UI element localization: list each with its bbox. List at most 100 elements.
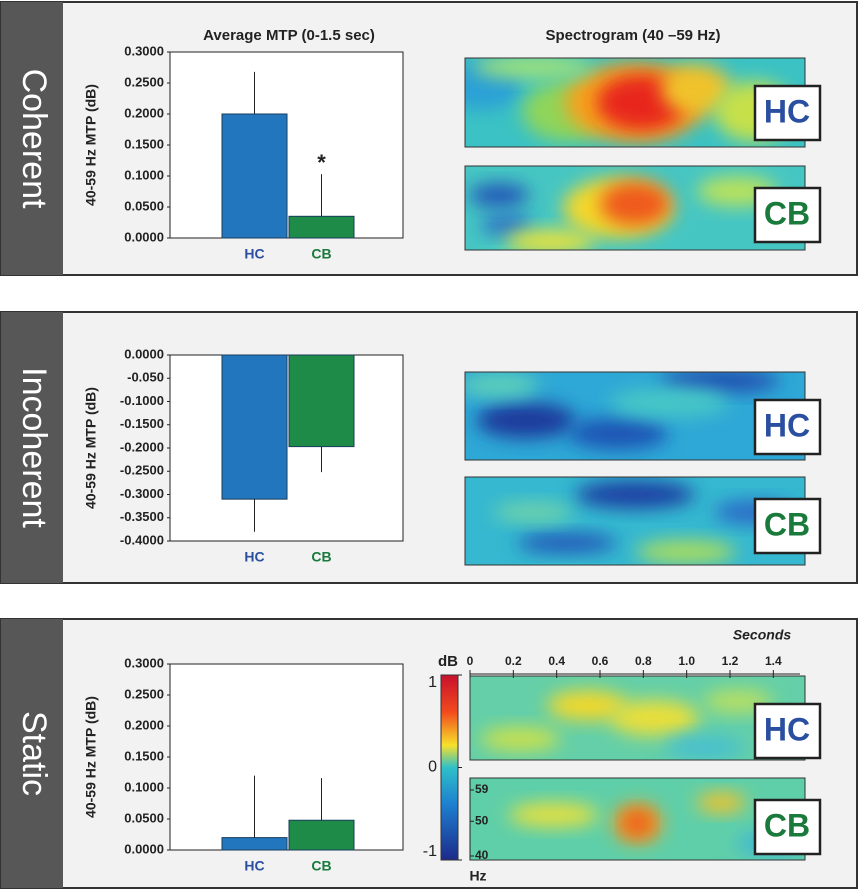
y-tick-label: -0.4000 xyxy=(120,532,164,547)
badge xyxy=(753,84,822,142)
spectrogram xyxy=(469,176,777,250)
badge xyxy=(753,702,822,760)
y-tick-label: -0.3000 xyxy=(120,486,164,501)
x-axis-label: Seconds xyxy=(733,627,792,643)
y-tick-label: -0.3500 xyxy=(120,509,164,524)
y-tick-label: 0.1500 xyxy=(124,748,164,763)
x-tick-label: HC xyxy=(244,246,264,262)
x-tick-label: 0.8 xyxy=(635,654,652,668)
panel-strip xyxy=(1,619,63,888)
x-tick-label: 1.4 xyxy=(765,654,782,668)
y-tick-label: 0.2000 xyxy=(124,105,164,120)
spectrogram-blob xyxy=(480,727,561,751)
panel-strip xyxy=(1,2,63,275)
bar xyxy=(221,354,288,500)
y-tick-label: 0.0500 xyxy=(124,198,164,213)
spectrogram-blob xyxy=(517,533,617,553)
colorbar-tick-label: 1 xyxy=(428,674,437,691)
spectrogram-blob xyxy=(636,539,736,564)
plot-area xyxy=(169,663,404,851)
x-tick-label: 0 xyxy=(467,654,474,668)
chart-title: Average MTP (0-1.5 sec) xyxy=(203,27,375,44)
y-tick-label: 0.1500 xyxy=(124,136,164,151)
badge-label: CB xyxy=(764,807,810,843)
bar xyxy=(288,819,355,851)
spectrogram-blob xyxy=(508,802,599,827)
x-tick-label: 0.6 xyxy=(592,654,609,668)
y-axis-label: 40-59 Hz MTP (dB) xyxy=(83,387,99,509)
y-tick-label: -0.1500 xyxy=(120,416,164,431)
spectrogram-blob xyxy=(660,372,780,393)
badge xyxy=(753,398,822,456)
y-tick-label: 0.2000 xyxy=(124,717,164,732)
badge-label: HC xyxy=(764,711,810,747)
badge-label: HC xyxy=(764,407,810,443)
bar xyxy=(288,354,355,448)
bar xyxy=(221,837,288,851)
y-tick-label: -0.2500 xyxy=(120,463,164,478)
badge xyxy=(753,798,822,856)
colorbar-tick-label: -1 xyxy=(423,843,437,860)
x-tick-label: 1.2 xyxy=(722,654,739,668)
colorbar-tick-label: 0 xyxy=(428,759,437,776)
spectrogram-blob xyxy=(547,690,628,721)
spectrogram-blob xyxy=(575,480,695,509)
spectrogram-blob xyxy=(696,792,747,813)
spectrogram-blob xyxy=(493,502,573,523)
hz-tick-label: 50 xyxy=(475,813,489,827)
spectrogram-blob xyxy=(473,58,593,79)
badge xyxy=(753,497,822,555)
badge xyxy=(753,186,822,244)
panel-label: Coherent xyxy=(15,69,53,209)
hz-label: Hz xyxy=(469,868,486,884)
y-tick-label: 0.0000 xyxy=(124,346,164,361)
y-tick-label: 0.3000 xyxy=(124,655,164,670)
badge-label: HC xyxy=(764,93,810,129)
bar xyxy=(288,215,355,239)
spectrogram-blob xyxy=(476,402,577,439)
hz-tick-label: 59 xyxy=(475,782,489,796)
hz-tick-label: 40 xyxy=(475,848,489,862)
panel-strip xyxy=(1,312,63,583)
y-tick-label: 0.0500 xyxy=(124,810,164,825)
bar xyxy=(221,113,288,239)
x-tick-label: 0.4 xyxy=(548,654,565,668)
spectrogram-title: Spectrogram (40 –59 Hz) xyxy=(545,27,720,44)
x-tick-label: HC xyxy=(244,549,264,565)
y-tick-label: 0.2500 xyxy=(124,686,164,701)
y-tick-label: 0.3000 xyxy=(124,43,164,58)
spectrogram-blob xyxy=(568,417,668,450)
y-axis-label: 40-59 Hz MTP (dB) xyxy=(83,84,99,206)
y-tick-label: 0.0000 xyxy=(124,229,164,244)
spectrogram-blob xyxy=(661,64,732,115)
spectrogram-blob xyxy=(609,387,729,418)
x-tick-label: HC xyxy=(244,858,264,874)
y-axis-label: 40-59 Hz MTP (dB) xyxy=(83,696,99,818)
y-tick-label: -0.050 xyxy=(127,370,164,385)
spectrogram xyxy=(465,372,780,450)
spectrogram-blob xyxy=(469,183,529,208)
colorbar xyxy=(440,674,459,861)
x-tick-label: CB xyxy=(311,246,331,262)
y-tick-label: 0.1000 xyxy=(124,779,164,794)
spectrogram-blob xyxy=(505,229,595,250)
spectrogram-blob xyxy=(465,373,539,398)
x-tick-label: 1.0 xyxy=(678,654,695,668)
x-tick-label: CB xyxy=(311,858,331,874)
badge-label: CB xyxy=(764,506,810,542)
y-tick-label: 0.0000 xyxy=(124,841,164,856)
spectrogram xyxy=(493,480,794,564)
y-tick-label: 0.2500 xyxy=(124,74,164,89)
spectrogram-blob xyxy=(609,700,700,736)
spectrogram-blob xyxy=(600,181,670,226)
spectrogram-blob xyxy=(623,811,652,836)
significance-marker: * xyxy=(317,150,326,175)
colorbar-label: dB xyxy=(438,653,458,670)
y-tick-label: -0.2000 xyxy=(120,439,164,454)
panel-label: Incoherent xyxy=(15,367,53,528)
spectrogram-blob xyxy=(664,735,745,760)
x-tick-label: 0.2 xyxy=(505,654,522,668)
badge-label: CB xyxy=(764,195,810,231)
